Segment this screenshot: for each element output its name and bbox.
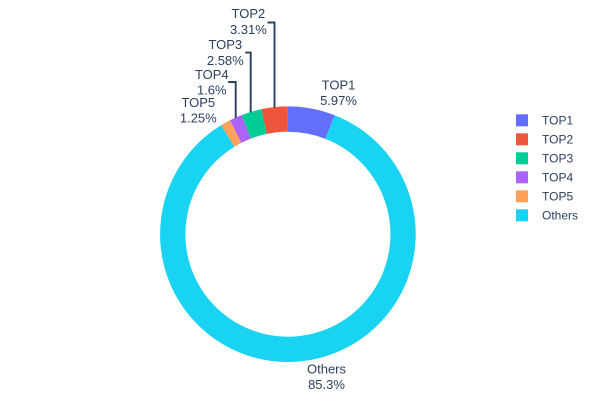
svg-text:2.58%: 2.58% (207, 53, 244, 68)
svg-text:1.6%: 1.6% (197, 82, 227, 97)
svg-text:3.31%: 3.31% (230, 22, 267, 37)
svg-text:1.25%: 1.25% (180, 111, 217, 126)
svg-text:Others: Others (542, 209, 578, 223)
svg-text:TOP5: TOP5 (542, 190, 573, 204)
svg-text:TOP3: TOP3 (542, 152, 573, 166)
svg-text:TOP3: TOP3 (208, 37, 242, 52)
svg-text:TOP1: TOP1 (542, 114, 573, 128)
svg-text:TOP5: TOP5 (181, 95, 215, 110)
svg-text:85.3%: 85.3% (308, 377, 345, 392)
svg-text:TOP4: TOP4 (195, 67, 229, 82)
svg-text:Others: Others (307, 361, 347, 376)
svg-text:TOP2: TOP2 (542, 133, 573, 147)
svg-text:TOP2: TOP2 (232, 6, 266, 21)
svg-text:TOP4: TOP4 (542, 171, 573, 185)
svg-text:5.97%: 5.97% (320, 93, 357, 108)
svg-text:TOP1: TOP1 (322, 78, 356, 93)
